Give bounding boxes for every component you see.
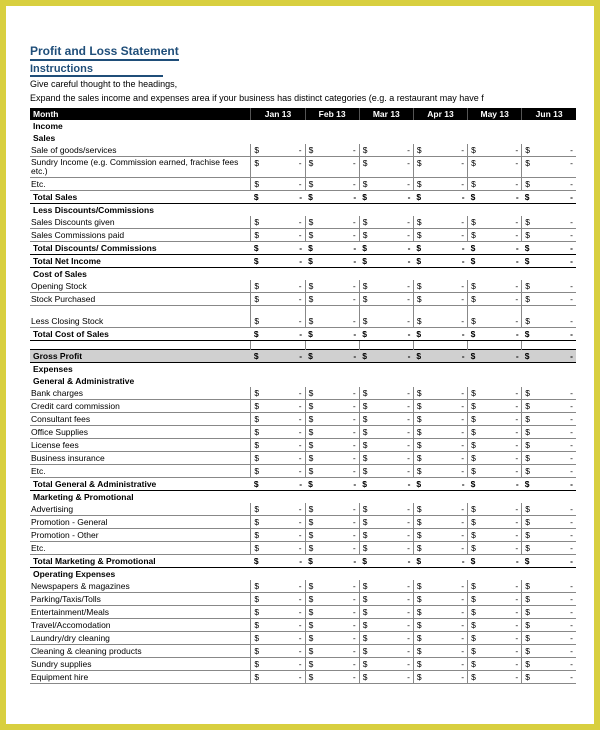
pl-table: Month Jan 13 Feb 13 Mar 13 Apr 13 May 13… [30, 108, 576, 684]
row-promo-gen: Promotion - General$-$-$-$-$-$- [30, 515, 576, 528]
header-row: Month Jan 13 Feb 13 Mar 13 Apr 13 May 13… [30, 108, 576, 120]
row-disc-given: Sales Discounts given$-$-$-$-$-$- [30, 216, 576, 229]
row-blank-2 [30, 340, 576, 349]
row-etc-2: Etc.$-$-$-$-$-$- [30, 464, 576, 477]
row-less-closing: Less Closing Stock$-$-$-$-$-$- [30, 315, 576, 328]
section-op-exp: Operating Expenses [30, 567, 251, 580]
row-newspapers: Newspapers & magazines$-$-$-$-$-$- [30, 580, 576, 593]
row-cc: Credit card commission$-$-$-$-$-$- [30, 399, 576, 412]
row-opening-stock: Opening Stock$-$-$-$-$-$- [30, 280, 576, 293]
section-less-disc: Less Discounts/Commissions [30, 204, 251, 217]
section-income: Income [30, 120, 251, 132]
col-feb: Feb 13 [305, 108, 359, 120]
row-equipment: Equipment hire$-$-$-$-$-$- [30, 670, 576, 683]
row-blank-1 [30, 306, 576, 315]
page-title: Profit and Loss Statement [30, 44, 179, 61]
section-gen-admin: General & Administrative [30, 375, 251, 387]
row-promo-other: Promotion - Other$-$-$-$-$-$- [30, 528, 576, 541]
instructions-heading: Instructions [30, 63, 163, 77]
row-total-sales: Total Sales$-$-$-$-$-$- [30, 191, 576, 204]
row-etc-3: Etc.$-$-$-$-$-$- [30, 541, 576, 554]
row-advertising: Advertising$-$-$-$-$-$- [30, 503, 576, 516]
row-total-cost-sales: Total Cost of Sales$-$-$-$-$-$- [30, 327, 576, 340]
section-cost-sales: Cost of Sales [30, 268, 251, 281]
row-total-disc: Total Discounts/ Commissions$-$-$-$-$-$- [30, 242, 576, 255]
row-entertain: Entertainment/Meals$-$-$-$-$-$- [30, 605, 576, 618]
row-consultant: Consultant fees$-$-$-$-$-$- [30, 412, 576, 425]
month-label: Month [30, 108, 251, 120]
col-jun: Jun 13 [522, 108, 576, 120]
row-license: License fees$-$-$-$-$-$- [30, 438, 576, 451]
row-total-mkt: Total Marketing & Promotional$-$-$-$-$-$… [30, 554, 576, 567]
row-sundry-income: Sundry Income (e.g. Commission earned, f… [30, 156, 576, 178]
row-gross-profit: Gross Profit$-$-$-$-$-$- [30, 349, 576, 362]
row-total-net-income: Total Net Income$-$-$-$-$-$- [30, 255, 576, 268]
row-comm-paid: Sales Commissions paid$-$-$-$-$-$- [30, 229, 576, 242]
col-may: May 13 [468, 108, 522, 120]
row-stock-purchased: Stock Purchased$-$-$-$-$-$- [30, 293, 576, 306]
col-mar: Mar 13 [359, 108, 413, 120]
row-cleaning: Cleaning & cleaning products$-$-$-$-$-$- [30, 644, 576, 657]
row-laundry: Laundry/dry cleaning$-$-$-$-$-$- [30, 631, 576, 644]
instruction-line-1: Give careful thought to the headings, [30, 79, 576, 90]
row-etc-1: Etc.$-$-$-$-$-$- [30, 178, 576, 191]
section-mkt-promo: Marketing & Promotional [30, 490, 251, 503]
instruction-line-2: Expand the sales income and expenses are… [30, 93, 576, 104]
row-bus-ins: Business insurance$-$-$-$-$-$- [30, 451, 576, 464]
section-expenses: Expenses [30, 362, 251, 375]
row-office: Office Supplies$-$-$-$-$-$- [30, 425, 576, 438]
section-sales: Sales [30, 132, 251, 144]
col-apr: Apr 13 [413, 108, 467, 120]
row-parking: Parking/Taxis/Tolls$-$-$-$-$-$- [30, 592, 576, 605]
row-total-gen-admin: Total General & Administrative$-$-$-$-$-… [30, 477, 576, 490]
row-bank: Bank charges$-$-$-$-$-$- [30, 387, 576, 400]
col-jan: Jan 13 [251, 108, 305, 120]
row-sale-goods: Sale of goods/services$-$-$-$-$-$- [30, 144, 576, 157]
row-sundry-supp: Sundry supplies$-$-$-$-$-$- [30, 657, 576, 670]
row-travel: Travel/Accomodation$-$-$-$-$-$- [30, 618, 576, 631]
